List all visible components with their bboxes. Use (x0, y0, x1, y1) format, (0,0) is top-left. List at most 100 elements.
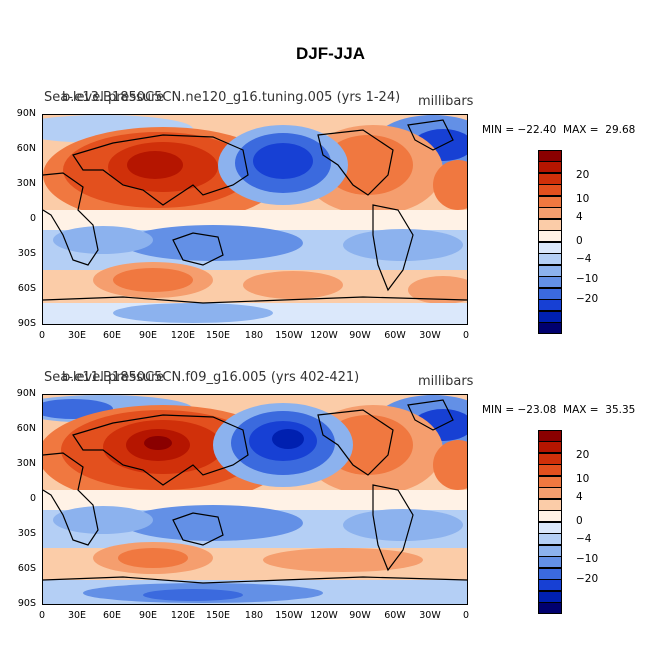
panel-1-ytick-30s: 30S (17, 248, 36, 259)
panel-2-xtick: 90W (349, 610, 371, 621)
colorbar-swatch (538, 475, 562, 488)
panel-1-xtick: 90W (349, 330, 371, 341)
panel-2-xtick: 30E (67, 610, 87, 621)
panel-2-xtick: 120W (310, 610, 338, 621)
colorbar-swatch (538, 172, 562, 185)
colorbar-swatch (538, 464, 562, 476)
colorbar-swatch (538, 253, 562, 265)
colorbar-swatch (538, 590, 562, 603)
colorbar-swatch (538, 544, 562, 557)
panel-1-ytick-90n: 90N (16, 108, 36, 119)
panel-2-xtick: 60E (102, 610, 122, 621)
figure-title: DJF-JJA (296, 44, 365, 63)
panel-1-colorbar-label: −4 (576, 253, 592, 265)
colorbar-swatch (538, 602, 562, 614)
panel-1: Sea-level pressure b.e13.B1850C5CN.ne120… (0, 90, 661, 370)
panel-2-xtick: 90E (138, 610, 158, 621)
panel-2-xtick: 60W (384, 610, 406, 621)
panel-2-xtick: 120E (170, 610, 196, 621)
panel-2-map (42, 394, 468, 605)
panel-2-colorbar-label: −4 (576, 533, 592, 545)
colorbar-swatch (538, 533, 562, 545)
colorbar-swatch (538, 510, 562, 522)
panel-1-map (42, 114, 468, 325)
colorbar-swatch (538, 218, 562, 231)
colorbar-swatch (538, 322, 562, 334)
colorbar-swatch (538, 149, 562, 162)
panel-1-case-title: b.e13.B1850C5CN.ne120_g16.tuning.005 (yr… (62, 90, 401, 105)
panel-2-xtick: 180 (244, 610, 264, 621)
panel-1-ytick-30n: 30N (16, 178, 36, 189)
panel-2-ytick-90s: 90S (17, 598, 36, 609)
panel-2-xtick: 0 (462, 610, 470, 621)
panel-1-ytick-60n: 60N (16, 143, 36, 154)
colorbar-swatch (538, 556, 562, 568)
panel-1-xtick: 30W (419, 330, 441, 341)
panel-1-units: millibars (418, 94, 474, 109)
panel-2-ytick-30n: 30N (16, 458, 36, 469)
panel-2-ytick-30s: 30S (17, 528, 36, 539)
panel-2-colorbar-label: 10 (576, 473, 590, 485)
colorbar-swatch (538, 452, 562, 465)
colorbar-swatch (538, 299, 562, 311)
panel-1-variable-title: Sea-level pressure (44, 90, 165, 105)
panel-2: Sea-level pressure b.e11.B1850C5CN.f09_g… (0, 370, 661, 650)
panel-2-xtick: 150E (205, 610, 231, 621)
panel-1-colorbar-label: 4 (576, 211, 583, 223)
panel-1-xtick: 150W (275, 330, 303, 341)
panel-2-units: millibars (418, 374, 474, 389)
colorbar-swatch (538, 276, 562, 288)
panel-2-variable-title: Sea-level pressure (44, 370, 165, 385)
colorbar-swatch (538, 264, 562, 277)
panel-2-colorbar-label: 20 (576, 449, 590, 461)
panel-1-xtick: 120W (310, 330, 338, 341)
panel-1-xtick: 180 (244, 330, 264, 341)
colorbar-swatch (538, 195, 562, 208)
panel-2-ytick-60s: 60S (17, 563, 36, 574)
colorbar-swatch (538, 521, 562, 534)
colorbar-swatch (538, 161, 562, 173)
panel-1-xtick: 0 (38, 330, 46, 341)
colorbar-swatch (538, 567, 562, 580)
panel-1-xtick: 60E (102, 330, 122, 341)
panel-1-colorbar-label: 0 (576, 235, 583, 247)
colorbar-swatch (538, 441, 562, 453)
colorbar-swatch (538, 230, 562, 242)
panel-2-minmax: MIN = −23.08 MAX = 35.35 (482, 404, 636, 416)
panel-1-colorbar-label: 20 (576, 169, 590, 181)
panel-1-xtick: 90E (138, 330, 158, 341)
panel-2-contour-field (43, 395, 467, 604)
panel-2-ytick-eq: 0 (29, 493, 36, 504)
colorbar-swatch (538, 498, 562, 511)
panel-2-xtick: 0 (38, 610, 46, 621)
colorbar-swatch (538, 241, 562, 254)
panel-1-minmax: MIN = −22.40 MAX = 29.68 (482, 124, 636, 136)
colorbar-swatch (538, 184, 562, 196)
panel-2-xtick: 150W (275, 610, 303, 621)
panel-1-xtick: 150E (205, 330, 231, 341)
colorbar-swatch (538, 287, 562, 300)
panel-1-colorbar-label: −20 (576, 293, 599, 305)
panel-2-case-title: b.e11.B1850C5CN.f09_g16.005 (yrs 402-421… (62, 370, 360, 385)
panel-1-xtick: 0 (462, 330, 470, 341)
colorbar-swatch (538, 487, 562, 499)
panel-1-xtick: 60W (384, 330, 406, 341)
panel-2-colorbar-label: 0 (576, 515, 583, 527)
colorbar-swatch (538, 579, 562, 591)
panel-1-xtick: 120E (170, 330, 196, 341)
panel-2-colorbar-label: −10 (576, 553, 599, 565)
panel-1-contour-field (43, 115, 467, 324)
panel-1-ytick-60s: 60S (17, 283, 36, 294)
colorbar-swatch (538, 207, 562, 219)
panel-1-colorbar-label: −10 (576, 273, 599, 285)
colorbar-swatch (538, 429, 562, 442)
panel-2-ytick-90n: 90N (16, 388, 36, 399)
panel-1-ytick-90s: 90S (17, 318, 36, 329)
panel-2-colorbar (538, 429, 562, 614)
panel-1-xtick: 30E (67, 330, 87, 341)
panel-2-colorbar-label: −20 (576, 573, 599, 585)
panel-1-ytick-eq: 0 (29, 213, 36, 224)
panel-1-colorbar (538, 149, 562, 334)
panel-2-colorbar-label: 4 (576, 491, 583, 503)
colorbar-swatch (538, 310, 562, 323)
